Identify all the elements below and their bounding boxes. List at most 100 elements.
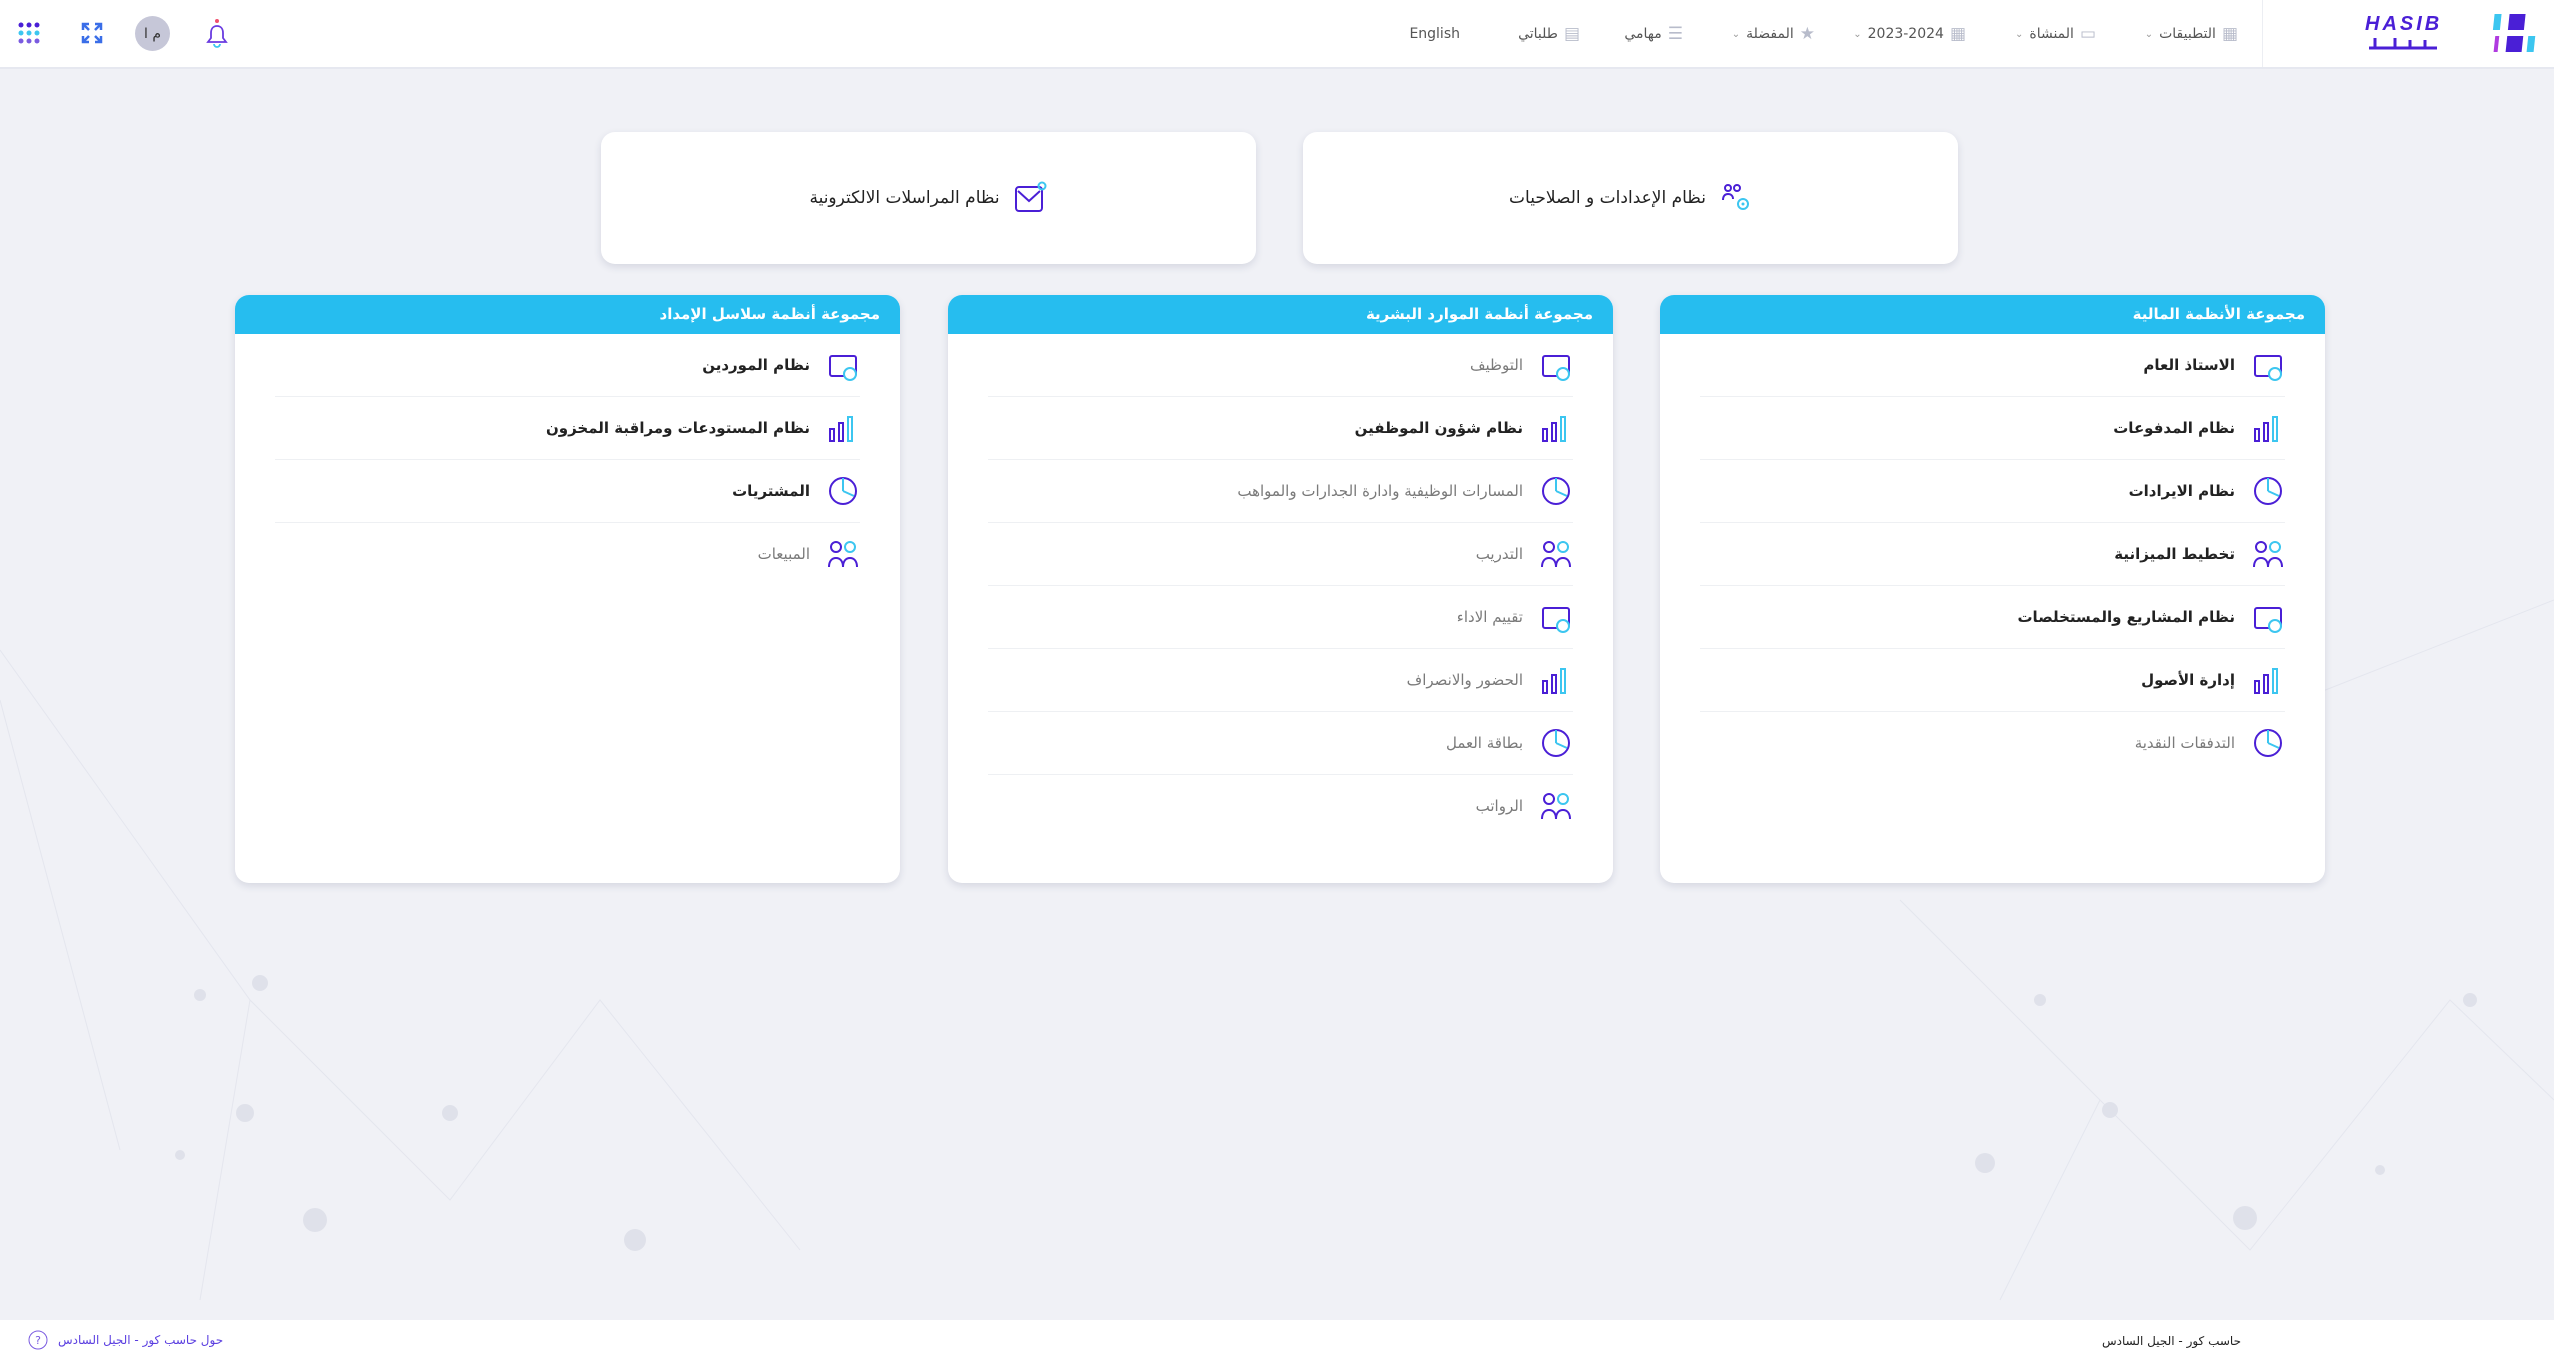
chevron-down-icon: ⌄ [2014,28,2024,40]
nav-item-3[interactable]: ★ المفضلة ⌄ [1732,22,1815,46]
system-item[interactable]: المسارات الوظيفية وادارة الجدارات والموا… [988,460,1573,523]
presentation-board-icon: ▭ [2079,24,2096,44]
nav-item-label: المنشاة [2029,26,2074,42]
group-items: التوظيف نظام شؤون الموظفين المسارات الوظيف… [948,334,1613,837]
system-item-label: نظام الموردين [702,356,810,374]
system-item[interactable]: نظام المدفوعات [1700,397,2285,460]
nav-item-label: 2023-2024 [1867,26,1944,42]
nav-item-label: طلباتي [1518,26,1558,42]
system-item-label: المشتريات [732,482,810,500]
user-avatar[interactable]: م ا [135,16,170,51]
performance-icon [1542,607,1570,633]
warehouse-icon [829,416,853,442]
nav-item-label: English [1409,26,1460,42]
mail-check-icon [1014,181,1047,212]
nav-item-label: التطبيقات [2159,26,2216,42]
system-item-label: الرواتب [1475,797,1523,815]
training-monitor-icon [1541,541,1571,568]
system-item[interactable]: الحضور والانصراف [988,649,1573,712]
system-item-label: المسارات الوظيفية وادارة الجدارات والموا… [1237,482,1523,500]
system-item[interactable]: نظام المستودعات ومراقبة المخزون [275,397,860,460]
system-item-label: التوظيف [1469,356,1523,374]
copyright-text: حاسب كور - الجيل السادس [2102,1334,2241,1348]
calendar-icon: ▦ [1949,24,1966,44]
expand-icon [81,22,103,44]
logo-divider [2262,0,2263,67]
svg-text:HASIB: HASIB [2365,13,2442,35]
system-item[interactable]: نظام الموردين [275,334,860,397]
chevron-down-icon: ⌄ [2144,28,2154,40]
group-financial-systems: مجموعة الأنظمة المالية الاستاذ العام نظام … [1660,295,2325,883]
e-correspondence-card[interactable]: نظام المراسلات الالكترونية [601,132,1256,264]
system-item-label: تخطيط الميزانية [2114,545,2235,563]
about-link-text: حول حاسب كور - الجيل السادس [58,1333,224,1347]
footer: ? حول حاسب كور - الجيل السادس حاسب كور -… [0,1320,2554,1360]
employees-network-icon [1542,416,1566,442]
system-item[interactable]: المشتريات [275,460,860,523]
job-card-icon [1542,729,1570,757]
system-item-label: نظام المشاريع والمستخلصات [2017,608,2235,626]
nav-item-4[interactable]: ☰ مهامي [1624,22,1683,46]
svg-text:?: ? [35,1334,41,1347]
system-item-label: نظام شؤون الموظفين [1354,419,1523,437]
settings-permissions-card[interactable]: نظام الإعدادات و الصلاحيات [1303,132,1958,264]
revenue-chart-icon [2254,477,2282,505]
payroll-envelope-icon [1541,793,1571,820]
fullscreen-button[interactable] [75,16,109,50]
system-item-label: نظام المدفوعات [2113,419,2235,437]
group-title: مجموعة أنظمة سلاسل الإمداد [235,295,900,334]
system-item[interactable]: الاستاذ العام [1700,334,2285,397]
nav-item-6[interactable]: English [1409,22,1460,46]
system-item-label: المبيعات [757,545,810,563]
system-item[interactable]: تقييم الاداء [988,586,1573,649]
system-item[interactable]: نظام المشاريع والمستخلصات [1700,586,2285,649]
nav-item-label: مهامي [1624,26,1662,42]
ledger-icon [2254,355,2282,381]
system-item-label: تقييم الاداء [1456,608,1523,626]
nav-item-5[interactable]: ▤ طلباتي [1518,22,1580,46]
system-item[interactable]: التدريب [988,523,1573,586]
bell-icon [206,19,228,48]
payment-card-icon [2254,416,2278,442]
group-items: نظام الموردين نظام المستودعات ومراقبة الم… [235,334,900,585]
system-item[interactable]: نظام شؤون الموظفين [988,397,1573,460]
group-title: مجموعة أنظمة الموارد البشرية [948,295,1613,334]
system-item[interactable]: تخطيط الميزانية [1700,523,2285,586]
system-item[interactable]: نظام الايرادات [1700,460,2285,523]
system-item-label: الاستاذ العام [2143,356,2235,374]
nav-item-2[interactable]: ▦ 2023-2024 ⌄ [1853,22,1966,46]
group-items: الاستاذ العام نظام المدفوعات نظام الايرادا… [1660,334,2325,774]
system-item[interactable]: التوظيف [988,334,1573,397]
avatar-initials: م ا [143,25,161,42]
system-item[interactable]: التدفقات النقدية [1700,712,2285,774]
nav-item-1[interactable]: ▭ المنشاة ⌄ [2015,22,2096,46]
nav-item-label: المفضلة [1746,26,1794,42]
top-navigation-bar: م ا ▦ التطبيقات ⌄ ▭ المنشاة ⌄ ▦ 2023-2024 ⌄ ★ المف… [0,0,2554,69]
group-hr-systems: مجموعة أنظمة الموارد البشرية التوظيف نظام … [948,295,1613,883]
sales-people-icon [828,541,858,568]
card-label: نظام الإعدادات و الصلاحيات [1509,188,1706,208]
system-item[interactable]: المبيعات [275,523,860,585]
apps-launcher-button[interactable] [12,16,46,50]
hasib-logo[interactable]: HASIB [2365,10,2545,56]
recruitment-icon [1542,355,1570,381]
card-label: نظام المراسلات الالكترونية [809,188,1000,208]
purchases-cart-icon [829,477,857,505]
nav-item-0[interactable]: ▦ التطبيقات ⌄ [2145,22,2238,46]
cash-flow-icon [2254,729,2282,757]
apps-grid-icon: ▦ [2221,24,2238,44]
chevron-down-icon: ⌄ [1853,28,1862,40]
supplier-truck-icon [829,355,857,381]
projects-gantt-icon [2254,607,2282,633]
about-link[interactable]: ? حول حاسب كور - الجيل السادس [28,1330,223,1350]
system-item-label: نظام المستودعات ومراقبة المخزون [545,419,810,437]
budget-pie-icon [2253,541,2283,568]
system-item[interactable]: بطاقة العمل [988,712,1573,775]
system-item-label: إدارة الأصول [2141,671,2235,689]
system-item[interactable]: إدارة الأصول [1700,649,2285,712]
system-item[interactable]: الرواتب [988,775,1573,837]
chevron-down-icon: ⌄ [1731,28,1741,40]
notifications-button[interactable] [200,16,234,50]
system-item-label: بطاقة العمل [1445,734,1523,752]
